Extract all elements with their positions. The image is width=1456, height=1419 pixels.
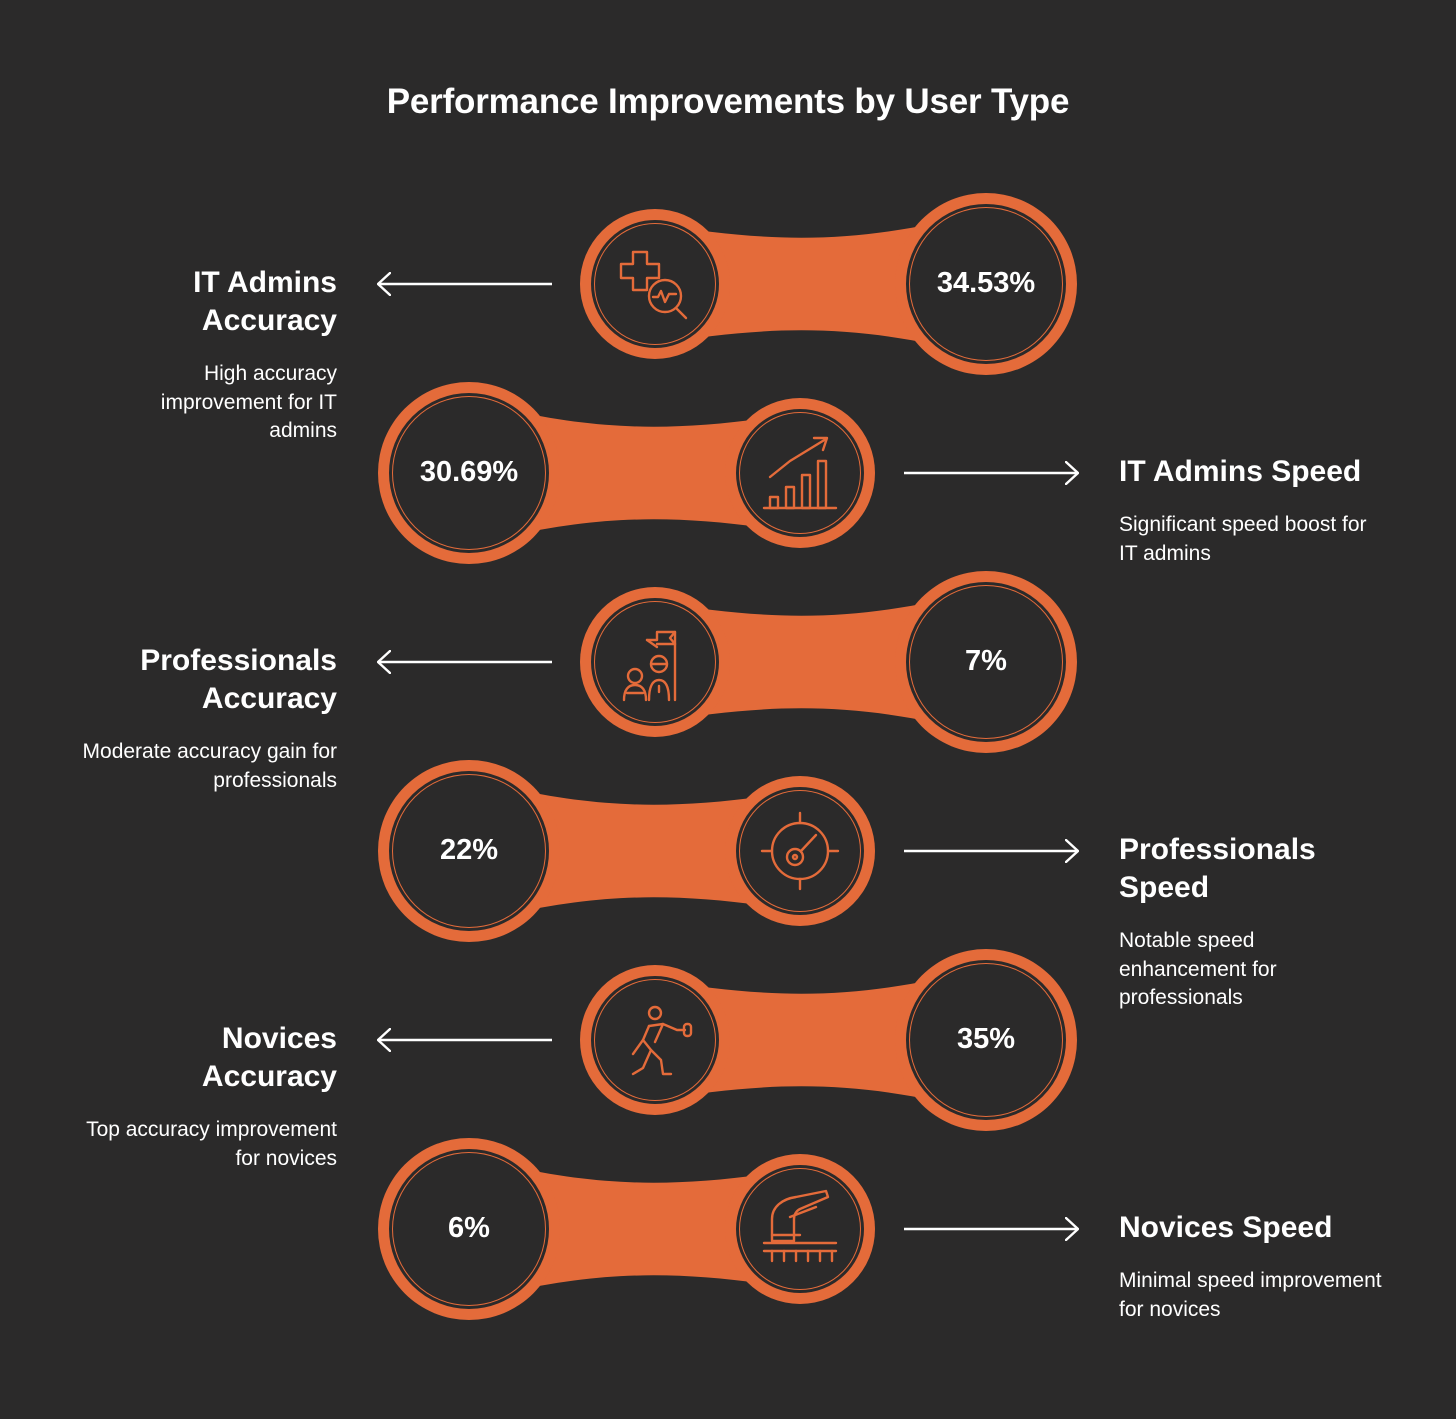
step-label-professionals-accuracy: Professionals Accuracy Moderate accuracy… [57,642,337,795]
step-value: 7% [965,645,1007,677]
connector-step [378,949,1077,1131]
step-heading: Professionals Accuracy [140,644,337,715]
value-ring-edge [389,771,549,931]
step-heading: IT Admins Accuracy [193,266,337,337]
step-description: High accuracy improvement for IT admins [160,362,337,442]
page-title: Performance Improvements by User Type [386,82,1070,121]
step-description: Moderate accuracy gain for professionals [82,740,337,792]
growth-bar-chart-icon [762,436,838,510]
step-heading: Novices Speed [1119,1211,1333,1244]
value-disc [393,1153,545,1305]
step-heading: Novices Accuracy [201,1022,337,1093]
medical-cross-monitor-icon [619,250,688,320]
step-value: 30.69% [419,456,519,488]
step-description: Minimal speed improvement for novices [1119,1269,1382,1321]
icon-ring-edge [591,220,719,348]
value-disc [910,964,1062,1116]
high-speed-train-icon [762,1189,838,1263]
icon-ring-edge [591,976,719,1104]
connector-step [378,382,1078,564]
value-ring-edge [906,204,1066,364]
team-goal-flag-icon [622,630,677,702]
connector-step [378,760,1078,942]
step-description: Significant speed boost for IT admins [1119,513,1367,565]
step-description: Notable speed enhancement for profession… [1119,929,1277,1009]
step-value: 6% [448,1212,490,1244]
icon-ring-edge [591,598,719,726]
value-ring-edge [389,393,549,553]
step-label-novices-speed: Novices Speed Minimal speed improvement … [1119,1209,1419,1324]
connector-step [378,1138,1078,1320]
value-disc [393,397,545,549]
icon-disc [740,1169,860,1289]
value-ring-edge [906,582,1066,742]
step-label-it-admins-speed: IT Admins Speed Significant speed boost … [1119,453,1409,568]
step-label-professionals-speed: Professionals Speed Notable speed enhanc… [1119,831,1379,1013]
step-label-it-admins-accuracy: IT Admins Accuracy High accuracy improve… [57,264,337,446]
icon-ring-edge [736,1165,864,1293]
learner-figure-icon [631,1005,693,1076]
value-disc [393,775,545,927]
target-speedometer-icon [760,811,840,891]
step-value: 22% [439,834,499,866]
icon-ring-edge [736,409,864,537]
step-heading: IT Admins Speed [1119,455,1362,488]
value-disc [910,586,1062,738]
value-ring-edge [389,1149,549,1309]
step-value: 35% [956,1023,1016,1055]
step-description: Top accuracy improvement for novices [86,1118,337,1170]
connector-step [378,193,1077,375]
value-disc [910,208,1062,360]
step-value: 34.53% [936,267,1036,299]
icon-disc [740,413,860,533]
connector-step [378,571,1077,753]
step-label-novices-accuracy: Novices Accuracy Top accuracy improvemen… [57,1020,337,1173]
step-heading: Professionals Speed [1119,833,1316,904]
icon-disc [595,602,715,722]
value-ring-edge [906,960,1066,1120]
icon-ring-edge [736,787,864,915]
